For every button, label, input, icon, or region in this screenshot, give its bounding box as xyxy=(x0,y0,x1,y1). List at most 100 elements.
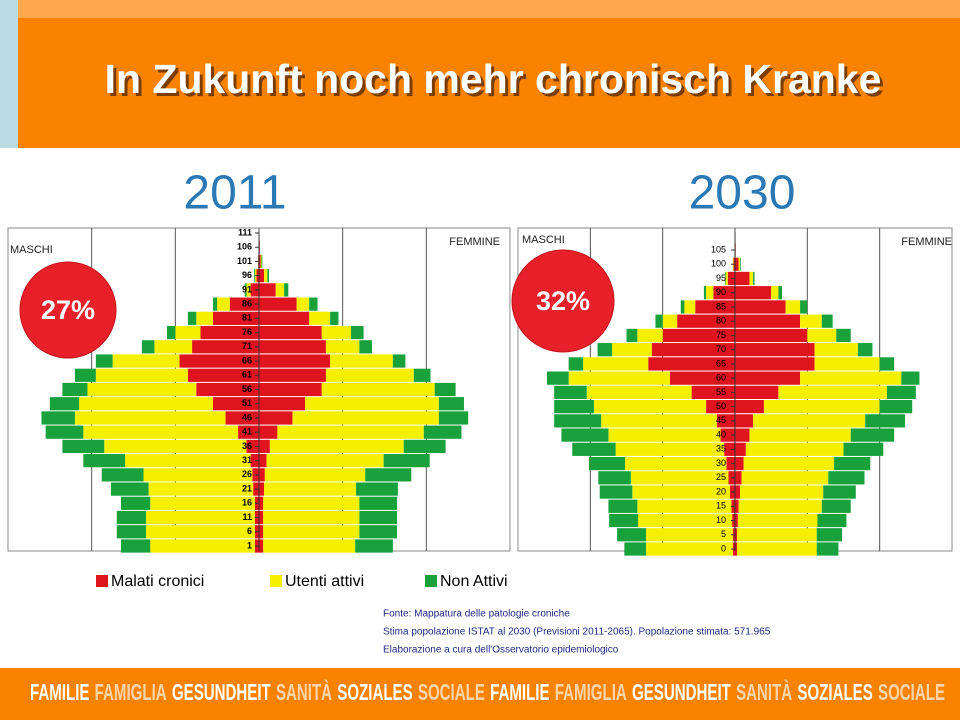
y-tick-label: 10 xyxy=(716,515,726,525)
bar-segment xyxy=(879,400,913,414)
bar-segment xyxy=(568,357,584,371)
bar-segment xyxy=(816,528,843,542)
bar-segment xyxy=(713,286,735,300)
bar-segment xyxy=(646,542,733,556)
y-tick-label: 80 xyxy=(716,316,726,326)
bar-segment xyxy=(601,414,717,428)
bar-segment xyxy=(284,283,289,297)
y-tick-label: 36 xyxy=(242,441,252,451)
bar-segment xyxy=(259,311,310,325)
bar-segment xyxy=(321,382,435,397)
y-tick-label: 45 xyxy=(716,415,726,425)
bar-segment xyxy=(150,539,255,553)
title: In Zukunft noch mehr chronisch Kranke xyxy=(105,56,882,102)
legend-label: Malati cronici xyxy=(111,573,204,590)
bar-segment xyxy=(735,314,801,328)
bar-segment xyxy=(260,254,262,269)
y-tick-label: 35 xyxy=(716,444,726,454)
bar-segment xyxy=(778,385,887,399)
bar-segment xyxy=(599,485,633,499)
bar-segment xyxy=(691,385,735,399)
share-bubble xyxy=(511,249,615,353)
y-tick-label: 75 xyxy=(716,330,726,340)
bar-segment xyxy=(735,257,739,271)
bar-segment xyxy=(735,485,741,499)
bar-segment xyxy=(703,286,707,300)
bar-segment xyxy=(62,439,105,454)
bar-segment xyxy=(292,411,439,425)
bar-segment xyxy=(749,428,851,442)
bar-segment xyxy=(669,371,735,385)
bar-segment xyxy=(546,371,569,385)
bar-segment xyxy=(821,499,851,513)
bar-segment xyxy=(598,471,631,485)
bar-segment xyxy=(267,269,270,283)
bar-segment xyxy=(735,414,754,428)
footer-text: FAMILIEFAMIGLIAGESUNDHEITSANITÀSOZIALESS… xyxy=(30,678,945,705)
bar-segment xyxy=(735,385,779,399)
bar-segment xyxy=(625,456,727,471)
bar-segment xyxy=(725,271,728,286)
bar-segment xyxy=(263,510,360,525)
bar-segment xyxy=(740,257,741,271)
bar-segment xyxy=(120,496,151,510)
bar-segment xyxy=(886,385,916,399)
bar-segment xyxy=(609,513,639,528)
bar-segment xyxy=(735,528,738,542)
bar-segment xyxy=(850,428,895,442)
bar-segment xyxy=(637,499,732,513)
bar-segment xyxy=(83,454,126,468)
bar-segment xyxy=(79,397,213,411)
bar-segment xyxy=(330,311,339,325)
bar-segment xyxy=(638,513,733,528)
header-top-strip xyxy=(18,0,960,18)
bar-segment xyxy=(753,271,755,286)
footer-word: SOZIALES xyxy=(337,679,412,705)
bar-segment xyxy=(250,454,259,468)
bar-segment xyxy=(816,542,839,556)
bar-segment xyxy=(263,496,360,510)
bar-segment xyxy=(785,300,801,314)
bar-segment xyxy=(738,257,741,271)
bar-segment xyxy=(554,385,587,399)
footer-word: SANITÀ xyxy=(736,678,792,705)
bar-segment xyxy=(192,340,259,354)
y-tick-label: 100 xyxy=(711,259,726,269)
bar-segment xyxy=(741,471,829,485)
bar-segment xyxy=(662,314,678,328)
bar-segment xyxy=(200,325,259,340)
bar-segment xyxy=(637,328,663,343)
y-tick-label: 61 xyxy=(242,370,252,380)
bar-segment xyxy=(383,454,430,468)
y-tick-label: 70 xyxy=(716,344,726,354)
y-tick-label: 111 xyxy=(238,227,252,237)
bar-segment xyxy=(597,343,613,357)
bar-segment xyxy=(351,325,364,340)
bar-segment xyxy=(740,485,824,499)
bar-segment xyxy=(259,368,326,382)
footer-word: FAMIGLIA xyxy=(555,679,627,705)
share-label: 27% xyxy=(41,295,95,325)
bar-segment xyxy=(737,528,817,542)
bar-segment xyxy=(438,411,469,425)
y-tick-label: 16 xyxy=(242,498,252,508)
y-tick-label: 51 xyxy=(242,398,252,408)
bar-segment xyxy=(154,340,193,354)
bar-segment xyxy=(413,368,431,382)
right-label: FEMMINE xyxy=(901,236,952,248)
bar-segment xyxy=(141,340,155,354)
bar-segment xyxy=(572,442,616,456)
bar-segment xyxy=(554,400,594,414)
bar-segment xyxy=(359,525,398,539)
bar-segment xyxy=(246,283,251,297)
bar-segment xyxy=(865,414,905,428)
bar-segment xyxy=(771,286,779,300)
left-label: MASCHI xyxy=(10,244,53,256)
bar-segment xyxy=(735,471,742,485)
bar-segment xyxy=(646,528,733,542)
bar-segment xyxy=(655,314,663,328)
side-strip xyxy=(0,0,18,148)
y-tick-label: 86 xyxy=(242,299,252,309)
bar-segment xyxy=(724,271,726,286)
bar-segment xyxy=(309,297,318,311)
